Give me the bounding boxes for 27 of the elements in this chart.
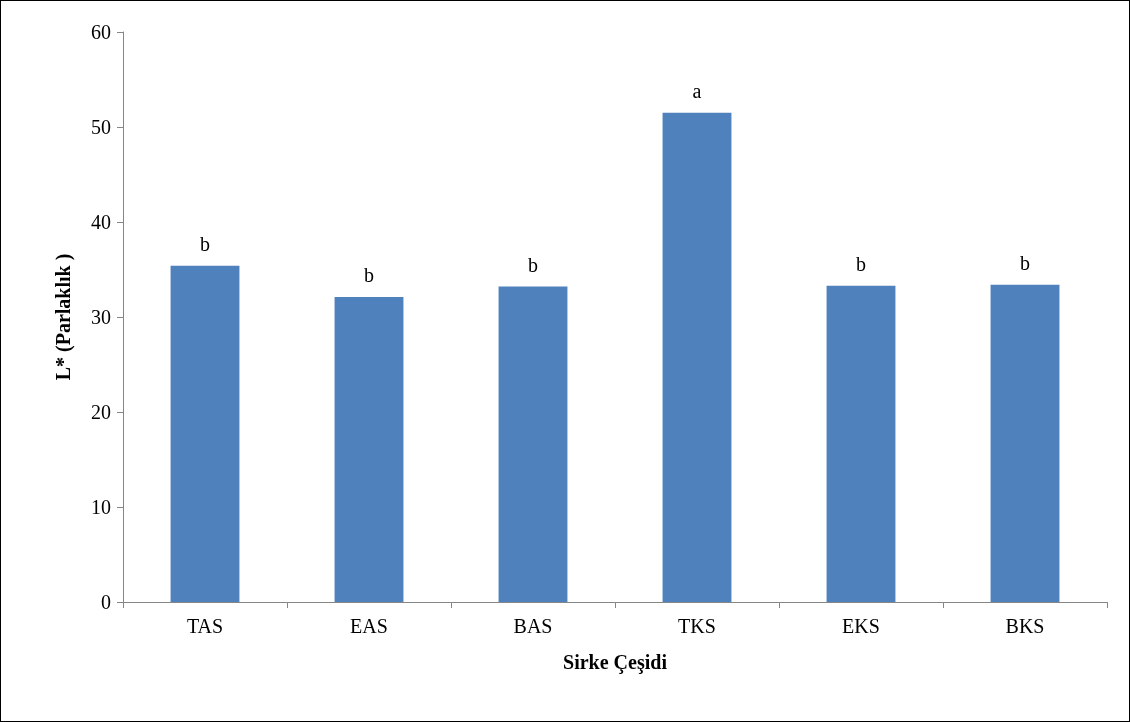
- x-tick-label: TAS: [186, 615, 224, 637]
- x-tick-label: BKS: [1005, 615, 1045, 637]
- bar: [170, 265, 240, 602]
- x-axis-title: Sirke Çeşidi: [563, 651, 668, 674]
- x-tick-label: BAS: [513, 615, 553, 637]
- bar: [826, 285, 896, 602]
- y-tick-label: 10: [91, 496, 111, 518]
- x-tick-label: EAS: [350, 615, 388, 637]
- y-tick-label: 0: [101, 591, 111, 613]
- data-label: b: [528, 253, 538, 276]
- y-axis-title: L* (Parlaklık ): [52, 253, 75, 381]
- bar: [662, 112, 732, 602]
- bar: [334, 297, 404, 602]
- data-label: b: [856, 252, 866, 275]
- data-label: b: [364, 264, 374, 287]
- data-label: b: [1020, 251, 1030, 274]
- x-tick-label: TKS: [678, 615, 716, 637]
- data-label: b: [200, 232, 210, 255]
- y-tick-label: 30: [91, 306, 111, 328]
- y-tick-label: 40: [91, 211, 111, 233]
- y-tick-label: 60: [91, 21, 111, 43]
- x-tick-label: EKS: [842, 615, 880, 637]
- data-label: a: [692, 79, 702, 102]
- y-tick-label: 20: [91, 401, 111, 423]
- bar: [990, 284, 1060, 602]
- bar: [498, 286, 568, 602]
- y-tick-label: 50: [91, 116, 111, 138]
